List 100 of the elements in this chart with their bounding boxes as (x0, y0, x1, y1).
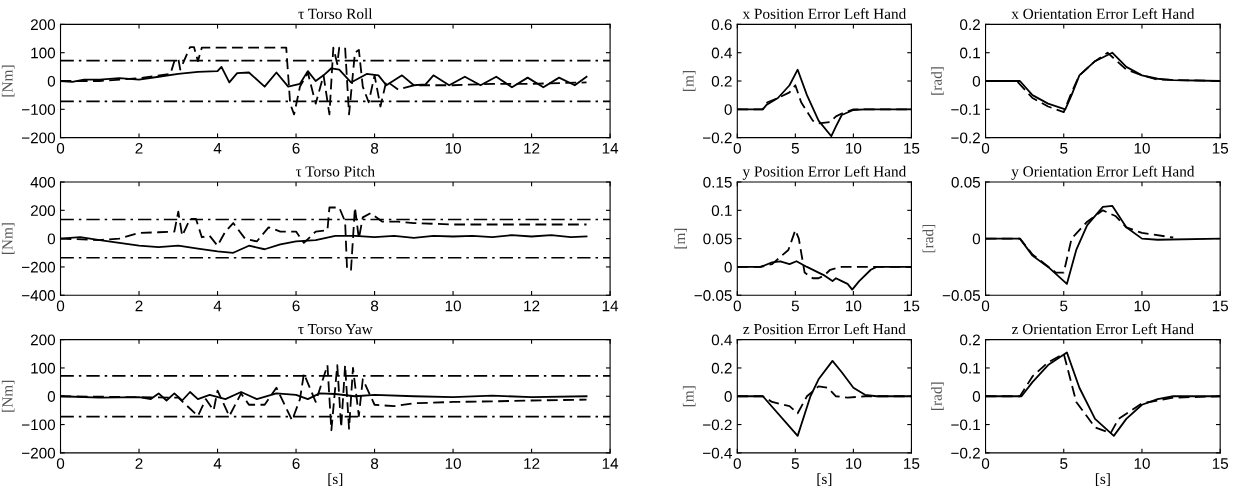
y-tick-label: 0 (972, 75, 981, 87)
chart-title: x Orientation Error Left Hand (1011, 8, 1195, 19)
x-tick-label: 6 (292, 300, 300, 312)
x-tick-label: 12 (524, 300, 540, 312)
x-tick-label: 4 (213, 143, 222, 154)
x-tick-label: 0 (733, 300, 741, 312)
chart-title: y Orientation Error Left Hand (1011, 165, 1195, 180)
x-tick-label: 15 (904, 458, 920, 469)
x-tick-label: 5 (1060, 300, 1068, 312)
y-tick-label: −100 (22, 419, 56, 431)
y-axis-title: [rad] (931, 382, 944, 410)
y-tick-label: −0.2 (951, 132, 980, 144)
y-axis-title: [m] (682, 386, 696, 407)
x-tick-label: 4 (213, 300, 222, 312)
x-tick-label: 0 (981, 300, 990, 312)
y-tick-label: 0.05 (951, 176, 981, 188)
x-tick-label: 12 (524, 142, 540, 154)
y-tick-label: −200 (22, 447, 56, 459)
y-tick-label: −0.2 (703, 419, 732, 431)
y-tick-label: −200 (22, 261, 56, 273)
x-tick-label: 10 (846, 142, 862, 154)
x-tick-label: 14 (602, 143, 619, 154)
x-tick-label: 5 (1060, 143, 1068, 154)
x-tick-label: 2 (135, 300, 143, 312)
y-tick-label: 0.2 (711, 362, 732, 374)
y-tick-label: 100 (31, 47, 56, 59)
y-tick-label: 0.1 (960, 362, 980, 374)
y-tick-label: −400 (22, 290, 56, 301)
x-tick-label: 0 (981, 458, 990, 469)
x-tick-label: 15 (1212, 143, 1229, 154)
x-tick-label: 10 (445, 142, 461, 154)
x-tick-label: 14 (602, 458, 619, 469)
x-tick-label: 15 (904, 143, 920, 154)
x-tick-label: 5 (791, 300, 799, 312)
x-tick-label: 8 (370, 300, 379, 312)
y-tick-label: −100 (22, 104, 56, 115)
x-tick-label: 0 (56, 458, 65, 469)
y-tick-label: 100 (31, 362, 56, 374)
y-tick-label: 0.15 (703, 176, 732, 188)
y-tick-label: 0.4 (711, 334, 732, 346)
x-axis-title: [s] (328, 473, 343, 486)
chart-title: τ Torso Yaw (298, 324, 373, 335)
y-tick-label: −0.05 (942, 290, 981, 301)
x-tick-label: 0 (56, 300, 65, 312)
y-tick-label: 0 (972, 391, 981, 402)
x-tick-label: 10 (846, 300, 862, 312)
y-axis-title: [m] (682, 71, 696, 91)
chart-title: z Orientation Error Left Hand (1012, 323, 1194, 335)
y-tick-label: −0.05 (694, 290, 732, 301)
y-tick-label: 0.2 (711, 75, 732, 87)
y-tick-label: −0.1 (951, 104, 980, 115)
x-tick-label: 0 (56, 142, 65, 154)
y-tick-label: 0 (47, 75, 56, 87)
x-tick-label: 10 (1134, 458, 1150, 469)
y-tick-label: 0.1 (960, 47, 980, 59)
x-tick-label: 6 (292, 458, 300, 469)
chart-title: y Position Error Left Hand (742, 165, 907, 180)
y-tick-label: 200 (30, 205, 56, 217)
x-tick-label: 10 (846, 458, 862, 469)
x-tick-label: 0 (733, 458, 741, 469)
x-tick-label: 6 (292, 142, 300, 154)
x-tick-label: 5 (791, 143, 799, 154)
x-tick-label: 5 (791, 458, 799, 469)
y-tick-label: 0 (724, 391, 732, 402)
x-tick-label: 8 (370, 142, 379, 154)
chart-title: x Position Error Left Hand (742, 8, 907, 19)
x-axis-title: [s] (1095, 473, 1110, 486)
y-axis-title: [Nm] (1, 223, 15, 255)
y-tick-label: 0 (47, 233, 56, 245)
y-tick-label: −0.2 (951, 447, 980, 459)
chart-title: z Position Error Left Hand (743, 323, 906, 335)
y-tick-label: −0.2 (703, 132, 732, 144)
y-tick-label: 0.6 (711, 19, 732, 31)
x-tick-label: 10 (445, 458, 461, 469)
x-tick-label: 14 (602, 300, 619, 312)
y-tick-label: 0.2 (960, 334, 980, 346)
x-tick-label: 15 (904, 300, 920, 312)
y-tick-label: 0 (972, 233, 981, 245)
x-tick-label: 10 (445, 300, 461, 312)
x-tick-label: 0 (981, 142, 990, 154)
x-tick-label: 4 (213, 458, 222, 469)
y-tick-label: 0 (47, 391, 56, 402)
y-axis-title: [rad] (922, 224, 936, 253)
x-tick-label: 8 (370, 458, 379, 469)
x-tick-label: 0 (733, 142, 741, 154)
y-tick-label: 400 (30, 176, 56, 188)
y-tick-label: −0.4 (703, 447, 732, 459)
x-tick-label: 2 (135, 458, 143, 469)
x-axis-title: [s] (817, 473, 832, 486)
y-tick-label: 200 (30, 19, 56, 31)
y-tick-label: 0.05 (703, 233, 732, 245)
x-tick-label: 2 (135, 142, 143, 154)
y-axis-title: [Nm] (1, 65, 15, 97)
y-tick-label: 0 (724, 261, 732, 273)
y-tick-label: −200 (22, 132, 56, 144)
chart-title: τ Torso Roll (298, 8, 373, 19)
x-tick-label: 5 (1060, 458, 1068, 469)
x-tick-label: 10 (1134, 142, 1150, 154)
x-tick-label: 15 (1212, 458, 1229, 469)
y-tick-label: 0.4 (711, 47, 732, 59)
